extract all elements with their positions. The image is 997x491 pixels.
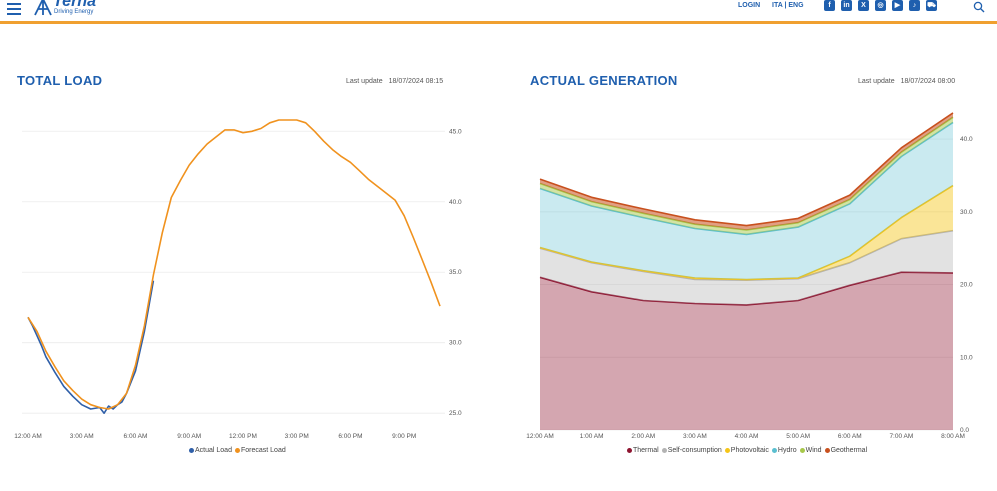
legend-item-hydro[interactable]: Hydro <box>771 447 797 454</box>
load-y-tick-label: 25.0 <box>449 410 462 417</box>
legend-item-actual-load[interactable]: Actual Load <box>189 447 232 454</box>
total-load-title: TOTAL LOAD <box>17 73 103 88</box>
gen-x-tick-label: 12:00 AM <box>526 433 553 440</box>
self-consumption-area <box>540 230 953 305</box>
legend-item-wind[interactable]: Wind <box>799 447 822 454</box>
legend-label: Thermal <box>633 447 659 454</box>
last-update-value: 18/07/2024 08:00 <box>900 78 956 85</box>
facebook-icon[interactable]: f <box>824 0 835 11</box>
total-load-legend: Actual Load Forecast Load <box>189 447 289 454</box>
total-load-last-update: Last update 18/07/2024 08:15 <box>346 78 449 85</box>
legend-dot <box>824 447 830 453</box>
youtube-icon[interactable]: ▶ <box>892 0 903 11</box>
legend-dot <box>771 447 777 453</box>
legend-label: Wind <box>805 447 822 454</box>
logo-tagline: Driving Energy <box>54 9 94 15</box>
load-x-tick-label: 6:00 PM <box>338 433 362 440</box>
gen-y-tick-label: 10.0 <box>960 354 973 361</box>
legend-item-self-consumption[interactable]: Self-consumption <box>661 447 722 454</box>
x-icon[interactable]: X <box>858 0 869 11</box>
legend-label: Hydro <box>777 447 797 454</box>
gen-y-tick-label: 40.0 <box>960 136 973 143</box>
load-y-tick-label: 30.0 <box>449 340 462 347</box>
tiktok-icon[interactable]: ♪ <box>909 0 920 11</box>
legend-item-forecast-load[interactable]: Forecast Load <box>234 447 286 454</box>
legend-dot <box>661 447 667 453</box>
actual-generation-title: ACTUAL GENERATION <box>530 73 678 88</box>
geothermal-line <box>539 112 954 227</box>
gen-x-tick-label: 1:00 AM <box>580 433 604 440</box>
actual-generation-legend: Thermal Self-consumption Photovoltaic Hydro… <box>627 447 870 454</box>
gen-x-tick-label: 3:00 AM <box>683 433 707 440</box>
load-x-tick-label: 6:00 AM <box>124 433 148 440</box>
terna-logo[interactable]: Terna Driving Energy <box>33 0 113 19</box>
load-x-tick-label: 12:00 AM <box>14 433 41 440</box>
legend-dot <box>799 447 805 453</box>
legend-item-geothermal[interactable]: Geothermal <box>824 447 868 454</box>
legend-label: Actual Load <box>195 447 232 454</box>
forecast-load-line <box>27 119 441 410</box>
legend-label: Forecast Load <box>240 447 286 454</box>
load-x-tick-label: 9:00 PM <box>392 433 416 440</box>
actual-load-line <box>27 280 155 415</box>
top-navigation-bar: Terna Driving Energy LOGIN ITA | ENG f in… <box>0 0 997 24</box>
legend-label: Geothermal <box>830 447 868 454</box>
load-x-tick-label: 3:00 AM <box>70 433 94 440</box>
load-y-tick-label: 45.0 <box>449 128 462 135</box>
gen-x-tick-label: 7:00 AM <box>889 433 913 440</box>
thermal-line <box>539 271 954 306</box>
load-y-tick-label: 40.0 <box>449 199 462 206</box>
last-update-label: Last update <box>858 78 895 85</box>
gen-y-tick-label: 20.0 <box>960 282 973 289</box>
legend-label: Self-consumption <box>667 447 722 454</box>
search-icon[interactable] <box>973 1 985 13</box>
last-update-value: 18/07/2024 08:15 <box>388 78 444 85</box>
legend-dot <box>627 447 632 453</box>
gen-x-tick-label: 4:00 AM <box>735 433 759 440</box>
gen-y-tick-label: 30.0 <box>960 209 973 216</box>
hydro-area <box>540 122 953 280</box>
legend-label: Photovoltaic <box>730 447 769 454</box>
legend-dot <box>234 447 240 453</box>
legend-dot <box>189 447 194 453</box>
last-update-label: Last update <box>346 78 383 85</box>
logo-name: Terna <box>53 0 96 10</box>
legend-dot <box>724 447 730 453</box>
load-y-tick-label: 35.0 <box>449 269 462 276</box>
load-x-tick-label: 12:00 PM <box>229 433 257 440</box>
photovoltaic-line <box>539 184 954 281</box>
gen-x-tick-label: 8:00 AM <box>941 433 965 440</box>
language-switcher[interactable]: ITA | ENG <box>772 2 804 9</box>
terna-logo-mark <box>34 0 52 16</box>
actual-generation-last-update: Last update 18/07/2024 08:00 <box>858 78 961 85</box>
cart-icon[interactable]: ⛟ <box>926 0 937 11</box>
gen-x-tick-label: 2:00 AM <box>631 433 655 440</box>
hamburger-menu-icon[interactable] <box>7 3 21 15</box>
gen-x-tick-label: 6:00 AM <box>838 433 862 440</box>
load-x-tick-label: 3:00 PM <box>285 433 309 440</box>
gen-x-tick-label: 5:00 AM <box>786 433 810 440</box>
load-x-tick-label: 9:00 AM <box>177 433 201 440</box>
login-link[interactable]: LOGIN <box>738 2 761 9</box>
thermal-area <box>540 272 953 430</box>
gen-y-tick-label: 0.0 <box>960 427 969 434</box>
legend-item-photovoltaic[interactable]: Photovoltaic <box>724 447 769 454</box>
linkedin-icon[interactable]: in <box>841 0 852 11</box>
legend-item-thermal[interactable]: Thermal <box>627 447 659 454</box>
instagram-icon[interactable]: ◎ <box>875 0 886 11</box>
